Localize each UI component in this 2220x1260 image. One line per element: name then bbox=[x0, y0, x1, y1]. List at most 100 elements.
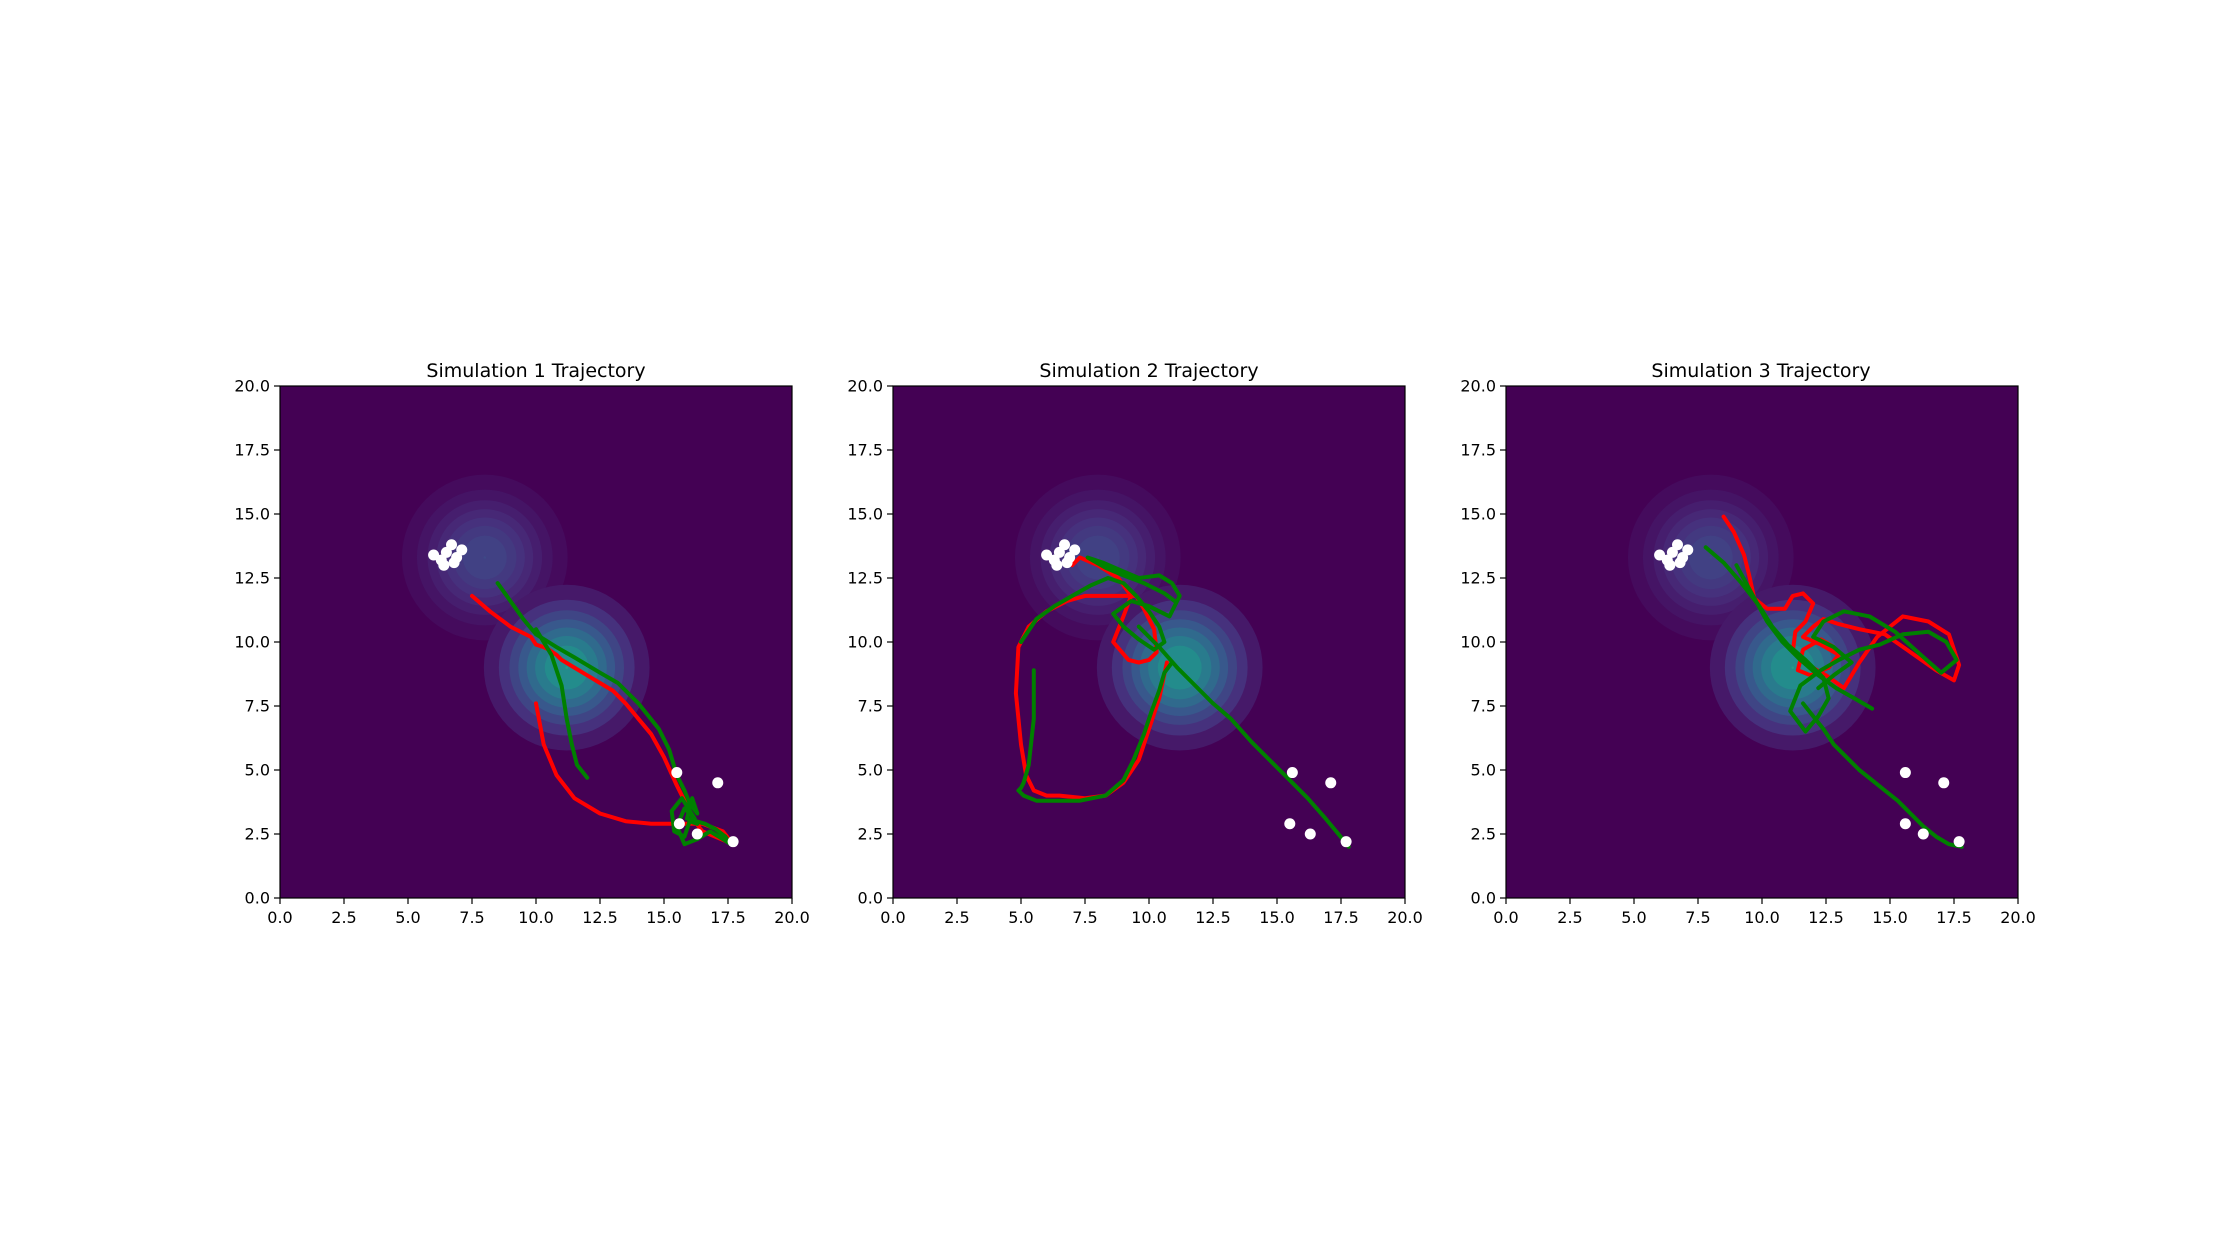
subplot-2-y-tick-label: 15.0 bbox=[847, 505, 883, 524]
subplot-1-y-tick-label: 5.0 bbox=[245, 761, 270, 780]
subplot-2-x-tick-label: 0.0 bbox=[880, 908, 905, 927]
subplot-1-y-tick-label: 12.5 bbox=[234, 569, 270, 588]
subplot-3-y-tick-label: 7.5 bbox=[1471, 697, 1496, 716]
subplot-1-marker bbox=[446, 539, 458, 551]
subplot-1-x-tick-label: 0.0 bbox=[267, 908, 292, 927]
subplot-2-x-tick-label: 12.5 bbox=[1195, 908, 1231, 927]
subplot-2-marker bbox=[1340, 836, 1352, 848]
subplot-3-contour-level-1-8 bbox=[1709, 556, 1713, 559]
subplot-1-plot-area bbox=[280, 386, 792, 898]
subplot-2-y-tick-label: 17.5 bbox=[847, 441, 883, 460]
subplot-1-marker bbox=[448, 557, 460, 569]
subplot-3-plot-area bbox=[1506, 386, 2018, 898]
subplot-3-marker bbox=[1953, 836, 1965, 848]
subplot-3-y-tick-label: 20.0 bbox=[1460, 377, 1496, 396]
subplot-3-y-tick-label: 12.5 bbox=[1460, 569, 1496, 588]
subplot-2-trajectory-4 bbox=[1136, 624, 1351, 849]
subplot-3-marker bbox=[1682, 544, 1694, 556]
subplot-2-marker bbox=[1284, 818, 1296, 830]
subplot-2-x-tick-label: 17.5 bbox=[1323, 908, 1359, 927]
subplot-3-axes: 0.0 2.5 5.0 7.5 10.0 12.5 15.0 17.5 20.0 0.0 2.5 5.… bbox=[1460, 377, 2035, 928]
subplot-2-marker bbox=[1069, 544, 1081, 556]
subplot-2-axes: 0.0 2.5 5.0 7.5 10.0 12.5 15.0 17.5 20.0 0.0 2.5 5.… bbox=[847, 377, 1422, 928]
subplot-2-title: Simulation 2 Trajectory bbox=[1039, 360, 1258, 382]
subplot-2-x-tick-label: 20.0 bbox=[1387, 908, 1423, 927]
subplot-3-x-tick-label: 2.5 bbox=[1557, 908, 1582, 927]
subplot-1-x-tick-label: 10.0 bbox=[518, 908, 554, 927]
subplot-1-y-tick-label: 20.0 bbox=[234, 377, 270, 396]
subplot-3-y-tick-label: 15.0 bbox=[1460, 505, 1496, 524]
subplot-3-y-tick-label: 0.0 bbox=[1471, 889, 1496, 908]
subplot-1-marker bbox=[671, 767, 683, 779]
subplot-3-x-tick-label: 0.0 bbox=[1493, 908, 1518, 927]
subplot-3-x-tick-label: 5.0 bbox=[1621, 908, 1646, 927]
subplot-3-marker bbox=[1899, 767, 1911, 779]
subplot-1-trajectory-2 bbox=[495, 581, 733, 847]
subplot-3-marker bbox=[1938, 777, 1950, 789]
subplot-1-y-tick-label: 10.0 bbox=[234, 633, 270, 652]
subplot-2-plot-area bbox=[893, 386, 1405, 898]
subplot-1-x-tick-label: 15.0 bbox=[646, 908, 682, 927]
subplot-2-contour-level-1-8 bbox=[1096, 556, 1100, 559]
subplot-3-marker bbox=[1917, 828, 1929, 840]
subplot-2-x-tick-label: 2.5 bbox=[944, 908, 969, 927]
subplot-3-marker bbox=[1899, 818, 1911, 830]
subplot-2-marker bbox=[1051, 559, 1063, 571]
subplot-1-y-tick-label: 0.0 bbox=[245, 889, 270, 908]
subplot-3-y-tick-label: 10.0 bbox=[1460, 633, 1496, 652]
subplot-3-title: Simulation 3 Trajectory bbox=[1651, 360, 1870, 382]
subplot-2-trajectory-3 bbox=[1019, 555, 1182, 652]
subplot-3-contour-level-2-8 bbox=[1791, 666, 1794, 669]
subplot-3-marker bbox=[1664, 559, 1676, 571]
subplot-2-y-tick-label: 10.0 bbox=[847, 633, 883, 652]
subplot-3-y-tick-label: 5.0 bbox=[1471, 761, 1496, 780]
subplot-1-marker bbox=[712, 777, 724, 789]
subplot-1-marker bbox=[727, 836, 739, 848]
subplot-1-trajectory-3 bbox=[534, 627, 590, 780]
subplot-3-x-tick-label: 10.0 bbox=[1744, 908, 1780, 927]
subplot-1-x-tick-label: 12.5 bbox=[582, 908, 618, 927]
subplot-2-marker bbox=[1059, 539, 1071, 551]
subplot-2-x-tick-label: 5.0 bbox=[1008, 908, 1033, 927]
subplot-2-y-tick-label: 7.5 bbox=[858, 697, 883, 716]
subplot-3-trajectory-1 bbox=[1721, 514, 1962, 691]
subplot-2-y-tick-label: 0.0 bbox=[858, 889, 883, 908]
subplot-3-x-tick-label: 20.0 bbox=[2000, 908, 2036, 927]
subplot-2-y-tick-label: 2.5 bbox=[858, 825, 883, 844]
subplot-1-y-tick-label: 7.5 bbox=[245, 697, 270, 716]
subplot-2-marker bbox=[1325, 777, 1337, 789]
subplot-3-marker bbox=[1674, 557, 1686, 569]
subplot-3-trajectory-3 bbox=[1801, 701, 1964, 849]
subplot-1-marker bbox=[673, 818, 685, 830]
subplot-1-y-tick-label: 17.5 bbox=[234, 441, 270, 460]
subplot-1-marker bbox=[438, 559, 450, 571]
subplot-2-trajectory-2 bbox=[1016, 660, 1174, 803]
subplot-1-y-tick-label: 15.0 bbox=[234, 505, 270, 524]
subplot-3-y-tick-label: 17.5 bbox=[1460, 441, 1496, 460]
subplot-1-x-tick-label: 20.0 bbox=[774, 908, 810, 927]
subplot-2-marker bbox=[1286, 767, 1298, 779]
subplot-1-x-tick-label: 2.5 bbox=[331, 908, 356, 927]
subplot-2-x-tick-label: 15.0 bbox=[1259, 908, 1295, 927]
subplot-2-x-tick-label: 10.0 bbox=[1131, 908, 1167, 927]
subplot-1-marker bbox=[456, 544, 468, 556]
subplot-2-y-tick-label: 12.5 bbox=[847, 569, 883, 588]
subplot-2-y-tick-label: 20.0 bbox=[847, 377, 883, 396]
subplot-1-x-tick-label: 17.5 bbox=[710, 908, 746, 927]
subplot-1-x-tick-label: 5.0 bbox=[395, 908, 420, 927]
subplot-1-y-tick-label: 2.5 bbox=[245, 825, 270, 844]
subplot-3-x-tick-label: 17.5 bbox=[1936, 908, 1972, 927]
subplot-1-contour-level-1-8 bbox=[483, 556, 487, 559]
subplot-3-marker bbox=[1672, 539, 1684, 551]
subplot-3-x-tick-label: 12.5 bbox=[1808, 908, 1844, 927]
subplot-1-contour-level-2-8 bbox=[565, 666, 568, 669]
subplot-3-trajectory-2 bbox=[1703, 545, 1959, 734]
subplot-3: Simulation 3 Trajectory 0.0 2.5 5.0 7.5 10.0… bbox=[1460, 360, 2035, 927]
subplot-3-trajectory-4 bbox=[1734, 563, 1875, 711]
subplot-3-x-tick-label: 15.0 bbox=[1872, 908, 1908, 927]
subplot-3-x-tick-label: 7.5 bbox=[1685, 908, 1710, 927]
subplot-1: Simulation 1 Trajectory 0.0 2.5 5.0 7.5 10.0… bbox=[234, 360, 809, 927]
subplot-1-axes: 0.0 2.5 5.0 7.5 10.0 12.5 15.0 17.5 20.0 0.0 2.5 5.… bbox=[234, 377, 809, 928]
subplot-1-x-tick-label: 7.5 bbox=[459, 908, 484, 927]
